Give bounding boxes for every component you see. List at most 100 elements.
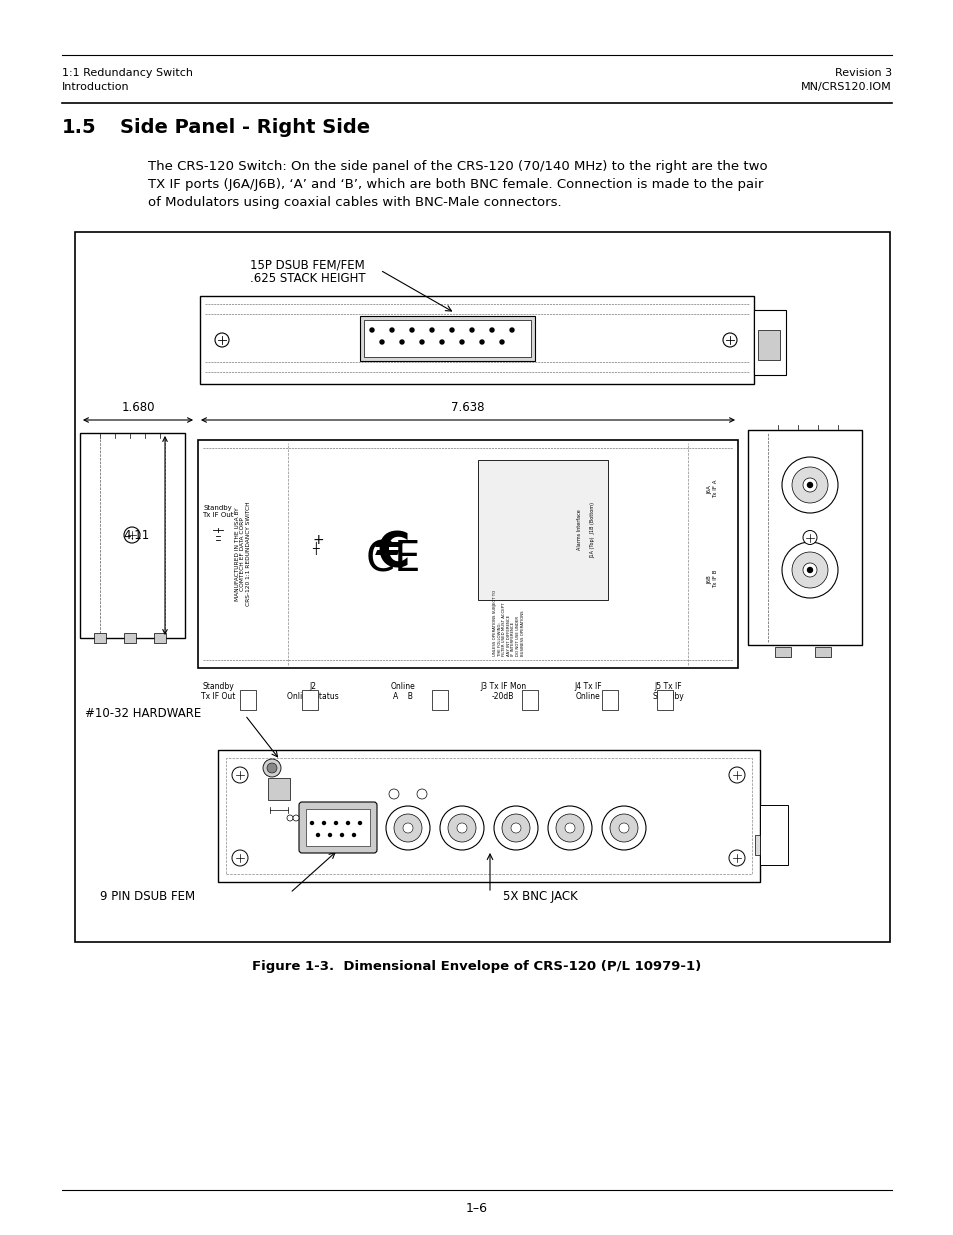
Circle shape [501,814,530,842]
Bar [601,690,618,710]
Text: MN/CRS120.IOM: MN/CRS120.IOM [801,82,891,91]
Circle shape [316,834,319,836]
Bar [521,690,537,710]
Circle shape [470,329,474,332]
Text: The CRS-120 Switch: On the side panel of the CRS-120 (70/140 MHz) to the right a: The CRS-120 Switch: On the side panel of… [148,161,767,173]
Circle shape [479,340,483,345]
Text: J2
Online Status: J2 Online Status [287,682,338,701]
Text: UNLESS OPERATIONS SUBJECT TO
THE FOLLOWING:
FILTER USED MUST ACCEPT
ANY INT DIFF: UNLESS OPERATIONS SUBJECT TO THE FOLLOWI… [493,590,524,656]
Text: +: + [312,534,323,547]
Bar [359,316,535,361]
Circle shape [232,767,248,783]
Circle shape [340,834,343,836]
Bar [80,433,185,638]
FancyBboxPatch shape [298,802,376,853]
Circle shape [346,821,349,825]
Circle shape [394,814,421,842]
Circle shape [310,821,314,825]
Circle shape [781,542,837,598]
Bar [226,758,751,874]
Text: ┼: ┼ [313,541,319,555]
Text: Standby
Tx IF Out: Standby Tx IF Out [202,505,233,517]
Circle shape [728,850,744,866]
Circle shape [232,850,248,866]
Circle shape [618,823,628,832]
Text: CE: CE [365,538,420,580]
Text: 1.680: 1.680 [121,401,154,414]
Bar [774,647,790,657]
Circle shape [328,834,331,836]
Circle shape [439,340,443,345]
Text: €: € [375,530,410,578]
Bar [75,232,889,942]
Circle shape [510,329,514,332]
Text: MANUFACTURED IN THE USA BY
COMTECH EF DATA CORP
CRS-120 1:1 REDUNDANCY SWITCH: MANUFACTURED IN THE USA BY COMTECH EF DA… [234,501,251,606]
Circle shape [722,333,737,347]
Text: J4 Tx IF
Online: J4 Tx IF Online [574,682,601,701]
Circle shape [322,821,325,825]
Circle shape [267,763,276,773]
Circle shape [609,814,638,842]
Text: J3 Tx IF Mon
-20dB: J3 Tx IF Mon -20dB [479,682,525,701]
Bar [200,296,753,384]
Bar [94,634,106,643]
Text: #10-32 HARDWARE: #10-32 HARDWARE [85,706,201,720]
Circle shape [547,806,592,850]
Bar [364,320,531,357]
Bar [754,835,760,855]
Circle shape [416,789,427,799]
Circle shape [410,329,414,332]
Circle shape [430,329,434,332]
Circle shape [791,552,827,588]
Text: 15P DSUB FEM/FEM: 15P DSUB FEM/FEM [250,258,364,270]
Circle shape [450,329,454,332]
Circle shape [379,340,384,345]
Circle shape [459,340,463,345]
Bar [753,310,785,375]
Bar [477,459,607,600]
Circle shape [263,760,281,777]
Text: TX IF ports (J6A/J6B), ‘A’ and ‘B’, which are both BNC female. Connection is mad: TX IF ports (J6A/J6B), ‘A’ and ‘B’, whic… [148,178,762,191]
Bar [268,778,290,800]
Text: J6B
Tx IF B: J6B Tx IF B [707,571,718,588]
Text: 9 PIN DSUB FEM: 9 PIN DSUB FEM [100,890,195,903]
Bar [814,647,830,657]
Bar [747,430,862,645]
Circle shape [389,789,398,799]
Text: J5 Tx IF
Standby: J5 Tx IF Standby [652,682,683,701]
Text: Alarms Interface: Alarms Interface [577,510,582,551]
Circle shape [802,563,816,577]
Bar [153,634,166,643]
Circle shape [402,823,413,832]
Circle shape [448,814,476,842]
Circle shape [456,823,467,832]
Text: .625 STACK HEIGHT: .625 STACK HEIGHT [250,272,365,285]
Circle shape [399,340,403,345]
Text: 1.5: 1.5 [62,119,96,137]
Circle shape [490,329,494,332]
Circle shape [390,329,394,332]
Text: J1A (Top)  J1B (Bottom): J1A (Top) J1B (Bottom) [590,501,595,558]
Circle shape [781,457,837,513]
Bar [758,330,780,359]
Bar [124,634,136,643]
Bar [240,690,255,710]
Text: Revision 3: Revision 3 [834,68,891,78]
Text: 5X BNC JACK: 5X BNC JACK [502,890,577,903]
Circle shape [494,806,537,850]
Circle shape [728,767,744,783]
Text: 1:1 Redundancy Switch: 1:1 Redundancy Switch [62,68,193,78]
Circle shape [806,483,812,488]
Text: Online
A    B: Online A B [390,682,415,701]
Text: Side Panel - Right Side: Side Panel - Right Side [120,119,370,137]
Text: Figure 1-3.  Dimensional Envelope of CRS-120 (P/L 10979-1): Figure 1-3. Dimensional Envelope of CRS-… [253,960,700,973]
Text: 4.11: 4.11 [124,529,150,542]
Bar [218,750,760,882]
Text: Introduction: Introduction [62,82,130,91]
Circle shape [511,823,520,832]
Circle shape [564,823,575,832]
Circle shape [287,815,293,821]
Circle shape [293,815,298,821]
Bar [432,690,448,710]
Circle shape [124,527,140,543]
